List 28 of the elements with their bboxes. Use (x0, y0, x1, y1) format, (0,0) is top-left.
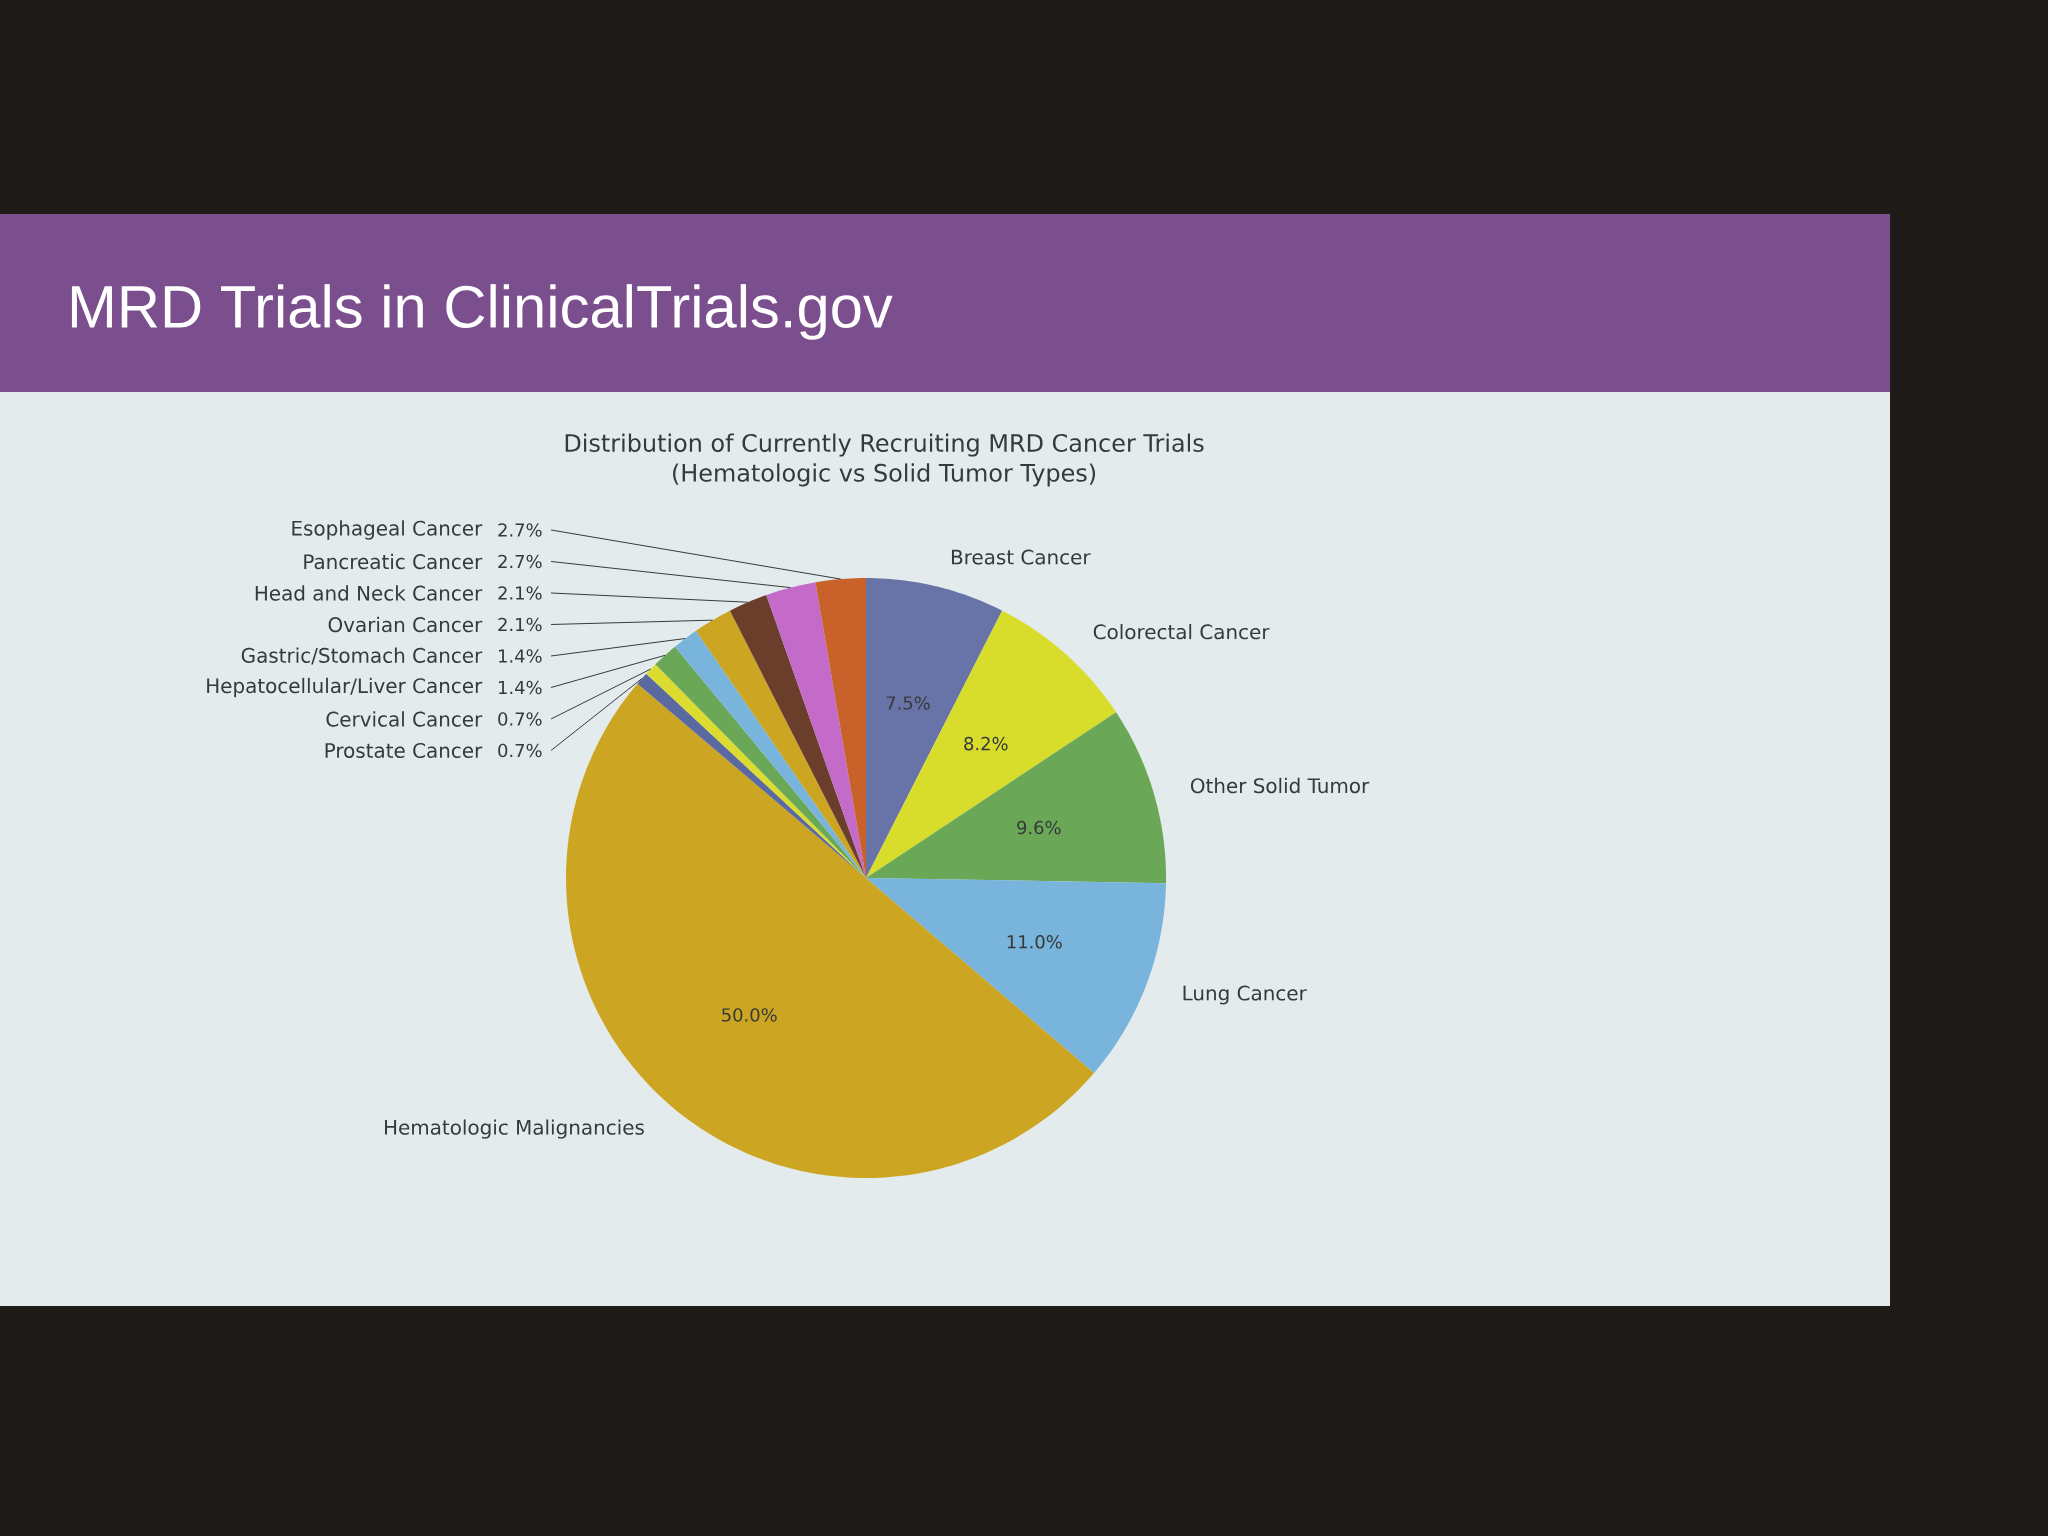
data-label: 9.6% (1017, 820, 1061, 835)
data-label: 50.0% (722, 1008, 777, 1022)
data-label: 2.7% (498, 523, 542, 537)
data-label: 1.4% (499, 649, 542, 663)
slice-label: Colorectal Cancer (1093, 623, 1270, 640)
slice-label: Hematologic Malignancies (385, 1119, 644, 1139)
data-label: 11.0% (1007, 935, 1062, 949)
slice-label: Head and Neck Cancer (255, 585, 483, 601)
data-label: 0.7% (498, 712, 542, 726)
slice-label: Prostate Cancer (325, 742, 483, 759)
slice-label: Gastric/Stomach Cancer (241, 647, 483, 665)
chart-title: MRD Trials in ClinicalTrials.gov (71, 284, 893, 340)
data-label: 0.7% (498, 743, 542, 758)
data-label: 2.7% (498, 554, 542, 569)
slice-label: Ovarian Cancer (328, 616, 483, 633)
slice-label: Lung Cancer (1183, 985, 1307, 1005)
data-label: 2.1% (498, 617, 542, 632)
slice-label: Esophageal Cancer (292, 520, 483, 540)
slice-label: Breast Cancer (951, 549, 1091, 565)
slice-label: Other Solid Tumor (1190, 777, 1370, 794)
slice-label: Cervical Cancer (326, 711, 483, 727)
data-label: 7.5% (886, 696, 930, 710)
slice-label: Pancreatic Cancer (304, 553, 483, 570)
data-label: 8.2% (964, 736, 1008, 751)
data-label: 2.1% (498, 586, 542, 600)
data-label: 1.4% (499, 680, 542, 695)
chart-subtitle: Distribution of Currently Recruiting MRD Cancer Trials (Hematologic vs Solid Tumor Types) (565, 433, 1204, 487)
slice-label: Hepatocellular/Liver Cancer (207, 677, 483, 698)
